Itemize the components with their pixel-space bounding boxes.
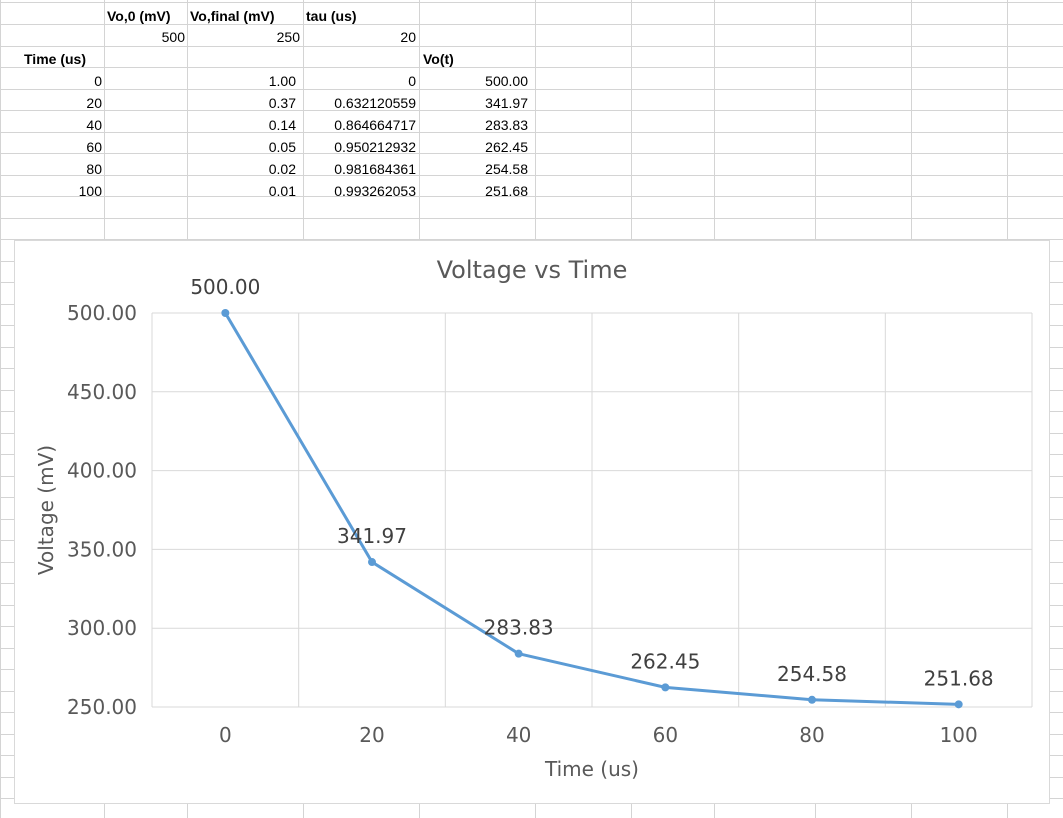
data-point [368,558,376,567]
cell-one-minus[interactable]: 0 [408,73,416,89]
header-vot[interactable]: Vo(t) [423,51,454,67]
x-tick-label: 60 [653,723,678,747]
y-axis-label: Voltage (mV) [34,445,58,575]
y-tick-label: 500.00 [67,301,137,325]
y-tick-label: 450.00 [67,380,137,404]
cell-exp[interactable]: 0.05 [268,139,296,155]
y-tick-label: 350.00 [67,537,137,561]
cell-one-minus[interactable]: 0.950212932 [334,139,416,155]
series-line [224,312,959,706]
cell-vot[interactable]: 500.00 [485,73,528,89]
data-point [514,649,523,658]
x-tick-label: 40 [506,723,531,747]
cell-vot[interactable]: 283.83 [485,117,528,133]
header-time[interactable]: Time (us) [24,51,86,67]
data-label: 500.00 [190,275,260,299]
data-label: 341.97 [337,524,407,548]
data-point [808,695,816,704]
cell-exp[interactable]: 0.37 [268,95,296,111]
cell-time[interactable]: 40 [86,117,102,133]
cell-vot[interactable]: 251.68 [485,183,528,199]
cell-time[interactable]: 80 [86,161,102,177]
data-label: 251.68 [924,666,994,690]
cell-one-minus[interactable]: 0.993262053 [334,183,416,199]
header-tau[interactable]: tau (us) [306,8,357,24]
cell-vot[interactable]: 254.58 [485,161,528,177]
cell-time[interactable]: 0 [94,73,102,89]
y-tick-label: 400.00 [67,459,137,483]
data-point [954,700,963,709]
cell-vot[interactable]: 262.45 [485,139,528,155]
data-label: 254.58 [777,662,847,686]
cell-exp[interactable]: 0.14 [268,117,296,133]
cell-one-minus[interactable]: 0.864664717 [334,117,416,133]
chart-panel[interactable]: Voltage vs Time 250.00 300.00 350.00 400.00 4… [14,240,1050,804]
data-label: 283.83 [484,616,554,640]
cell-vot[interactable]: 341.97 [485,95,528,111]
data-label: 262.45 [630,649,700,673]
x-tick-label: 20 [359,723,384,747]
param-vofinal[interactable]: 250 [276,29,300,45]
x-tick-label: 100 [940,723,978,747]
chart-title: Voltage vs Time [437,256,628,284]
cell-one-minus[interactable]: 0.632120559 [334,95,416,111]
header-vo0[interactable]: Vo,0 (mV) [107,8,171,24]
x-axis-label: Time (us) [544,757,639,781]
header-vofinal[interactable]: Vo,final (mV) [190,8,275,24]
data-point [221,309,230,317]
x-tick-label: 80 [799,723,824,747]
voltage-chart: Voltage vs Time 250.00 300.00 350.00 400.00 4… [34,256,1033,781]
cell-exp[interactable]: 0.02 [268,161,296,177]
cell-exp[interactable]: 1.00 [268,73,296,89]
cell-exp[interactable]: 0.01 [268,183,296,199]
x-tick-label: 0 [219,723,232,747]
cell-one-minus[interactable]: 0.981684361 [334,161,416,177]
param-tau[interactable]: 20 [400,29,416,45]
y-tick-label: 300.00 [67,616,137,640]
param-vo0[interactable]: 500 [161,29,185,45]
cell-time[interactable]: 20 [86,95,102,111]
cell-time[interactable]: 100 [78,183,102,199]
y-tick-label: 250.00 [67,695,137,719]
data-point [661,683,670,692]
cell-time[interactable]: 60 [86,139,102,155]
